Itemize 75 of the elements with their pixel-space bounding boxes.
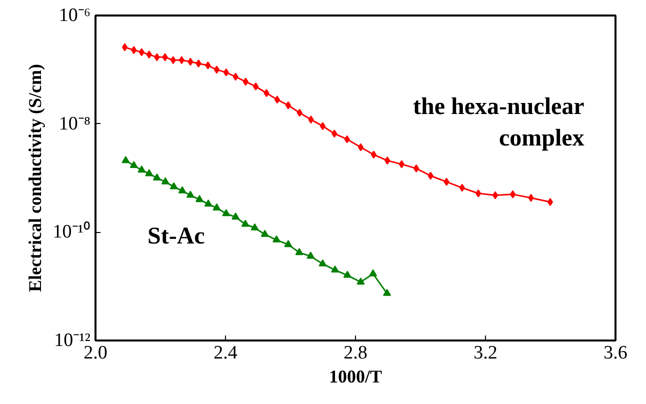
series-label: the hexa-nuclear complex [412,94,585,152]
series-label: St-Ac [148,224,206,250]
point [122,156,130,164]
point [343,270,352,278]
y-tick-label: 10⁻¹⁰ [52,220,91,243]
point [369,269,378,276]
point [152,173,161,181]
point [223,68,229,76]
point [232,212,240,220]
point [332,130,338,138]
point [232,72,238,81]
point [264,89,270,98]
point [170,182,178,190]
point [131,46,137,54]
point [138,166,146,173]
point [320,122,326,130]
point [331,265,340,273]
point [196,59,202,68]
point [146,50,152,59]
point [122,43,128,52]
point [285,101,292,110]
point [242,78,248,86]
point [222,209,230,216]
y-tick-label: 10⁻⁸ [58,113,90,134]
point [306,252,315,259]
x-tick-label: 3.6 [604,342,628,364]
point [383,288,392,296]
point [154,53,160,62]
point [358,143,364,152]
point [459,184,465,192]
point [178,56,184,64]
point [492,191,498,200]
point [212,203,221,210]
point [186,190,194,198]
point [356,278,365,285]
point [547,198,554,206]
point [428,172,434,180]
point [260,230,269,237]
point [170,56,176,64]
x-tick-label: 2.4 [214,342,238,364]
point [528,194,534,202]
point [250,223,259,230]
point [205,61,211,70]
point [318,259,327,266]
x-tick-label: 3.2 [474,342,498,364]
point [370,150,377,159]
point [284,240,292,248]
point [252,82,259,90]
point [188,58,194,66]
point [272,235,281,242]
point [241,220,250,227]
point [398,160,404,168]
point [130,160,138,168]
x-tick-label: 2.8 [344,342,368,364]
point [274,96,280,104]
point [476,189,482,198]
point [162,53,168,62]
point [296,108,302,117]
point [138,48,144,56]
point [204,200,212,207]
point [178,186,186,194]
point [413,164,420,172]
point [295,248,304,256]
point [510,190,516,198]
y-axis-title: Electrical conductivity (S/cm) [24,64,45,292]
y-tick-label: 10⁻⁶ [58,5,90,26]
point [196,195,204,202]
point [344,135,350,144]
point [161,177,170,184]
point [145,169,154,176]
point [308,116,314,124]
point [214,66,220,74]
point [444,178,450,186]
point [384,156,390,165]
x-axis-title: 1000/T [328,366,382,386]
